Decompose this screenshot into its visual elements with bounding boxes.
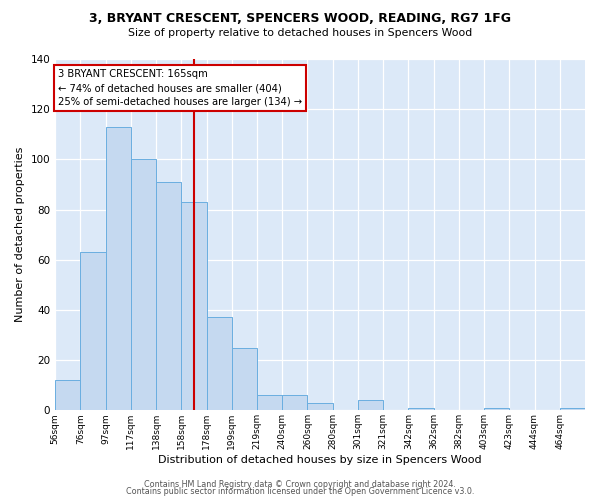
Bar [409, 408, 434, 410]
Bar [560, 408, 585, 410]
Y-axis label: Number of detached properties: Number of detached properties [15, 147, 25, 322]
Text: 3 BRYANT CRESCENT: 165sqm
← 74% of detached houses are smaller (404)
25% of semi: 3 BRYANT CRESCENT: 165sqm ← 74% of detac… [58, 69, 302, 107]
Bar [80, 252, 106, 410]
Bar [257, 395, 282, 410]
X-axis label: Distribution of detached houses by size in Spencers Wood: Distribution of detached houses by size … [158, 455, 482, 465]
Bar [484, 408, 509, 410]
Bar [282, 395, 307, 410]
Bar [131, 160, 156, 410]
Text: Size of property relative to detached houses in Spencers Wood: Size of property relative to detached ho… [128, 28, 472, 38]
Text: Contains public sector information licensed under the Open Government Licence v3: Contains public sector information licen… [126, 488, 474, 496]
Bar [232, 348, 257, 410]
Bar [206, 318, 232, 410]
Bar [106, 126, 131, 410]
Bar [358, 400, 383, 410]
Bar [156, 182, 181, 410]
Bar [181, 202, 206, 410]
Text: Contains HM Land Registry data © Crown copyright and database right 2024.: Contains HM Land Registry data © Crown c… [144, 480, 456, 489]
Bar [307, 403, 332, 410]
Text: 3, BRYANT CRESCENT, SPENCERS WOOD, READING, RG7 1FG: 3, BRYANT CRESCENT, SPENCERS WOOD, READI… [89, 12, 511, 26]
Bar [55, 380, 80, 410]
